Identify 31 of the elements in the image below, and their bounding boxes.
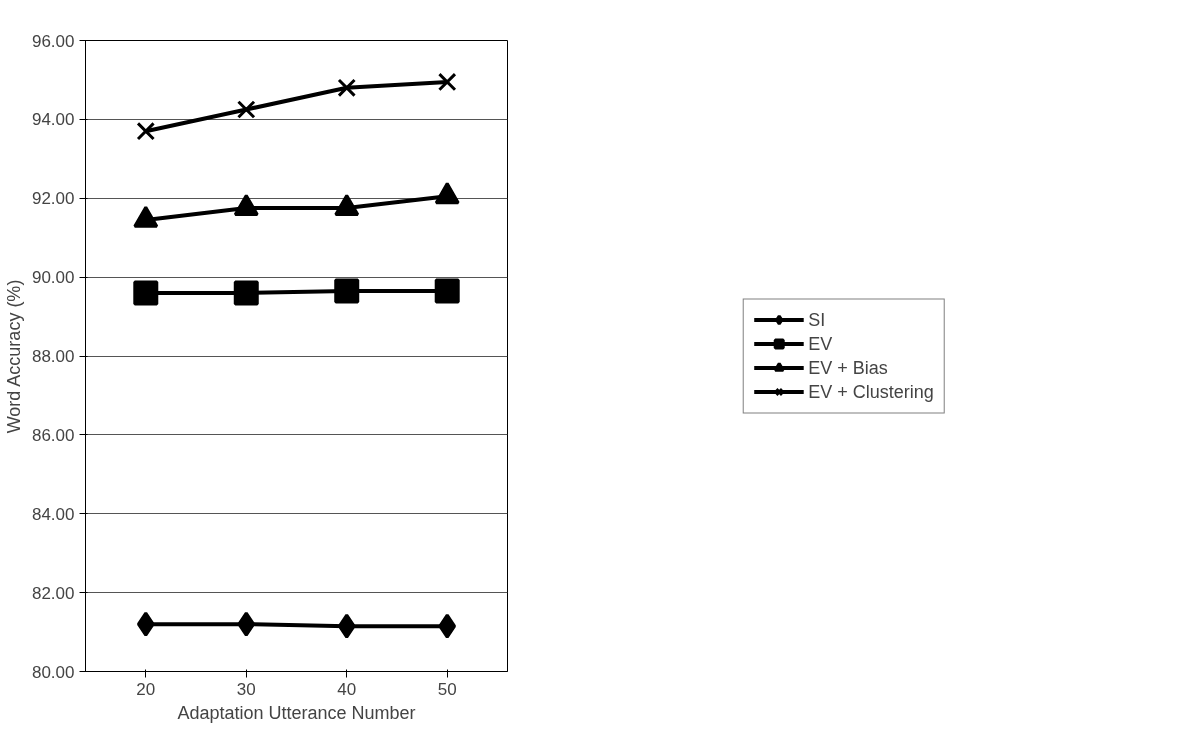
x-tick-label: 40 bbox=[337, 679, 357, 699]
point bbox=[334, 278, 360, 304]
y-tick-label: 94.00 bbox=[31, 110, 75, 130]
x-axis-title: Adaptation Utterance Number bbox=[177, 702, 416, 723]
y-tick-label: 82.00 bbox=[31, 583, 75, 603]
point bbox=[437, 72, 457, 92]
point bbox=[133, 280, 159, 306]
point bbox=[438, 613, 457, 639]
y-tick-label: 86.00 bbox=[31, 425, 75, 445]
y-tick-label: 92.00 bbox=[31, 189, 75, 209]
x-tick-label: 50 bbox=[437, 679, 457, 699]
legend-label: EV bbox=[808, 333, 833, 354]
point bbox=[434, 278, 460, 304]
point bbox=[337, 613, 356, 639]
y-tick-label: 90.00 bbox=[31, 268, 75, 288]
point bbox=[237, 611, 256, 637]
point bbox=[136, 611, 155, 637]
y-axis-title: Word Accuracy (%) bbox=[3, 279, 24, 434]
y-tick-label: 80.00 bbox=[31, 662, 75, 682]
y-tick-label: 88.00 bbox=[31, 347, 75, 366]
point bbox=[233, 280, 259, 306]
legend-label: EV + Bias bbox=[808, 357, 888, 378]
y-tick-label: 84.00 bbox=[31, 504, 75, 524]
x-tick-label: 30 bbox=[236, 679, 256, 699]
x-tick-label: 20 bbox=[136, 679, 156, 699]
legend-label: SI bbox=[808, 309, 827, 330]
point bbox=[236, 100, 256, 119]
y-tick-label: 96.00 bbox=[31, 31, 75, 51]
legend-label: EV + Clustering bbox=[808, 381, 934, 402]
point bbox=[337, 78, 357, 98]
point bbox=[136, 121, 156, 141]
